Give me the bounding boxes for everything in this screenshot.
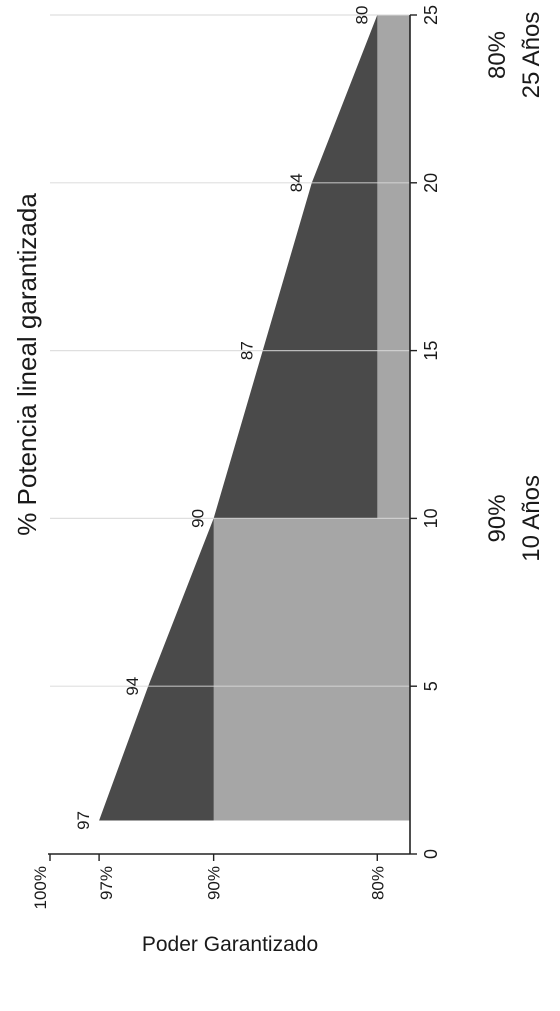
data-label: 80 — [352, 6, 371, 25]
milestone-annotation: 25 Años — [518, 12, 545, 99]
step-warranty-area — [213, 15, 410, 821]
chart-title: % Potencia lineal garantizada — [12, 193, 42, 536]
x-tick-label: 5 — [421, 681, 441, 691]
y-tick-label: 90% — [205, 866, 224, 900]
x-tick-label: 15 — [421, 341, 441, 361]
data-label: 94 — [123, 677, 142, 696]
data-label: 97 — [74, 811, 93, 830]
data-label: 84 — [287, 173, 306, 192]
milestone-annotation: 80% — [484, 31, 511, 79]
x-tick-label: 0 — [421, 849, 441, 859]
data-label: 90 — [189, 509, 208, 528]
y-tick-label: 80% — [368, 866, 387, 900]
y-axis-title: Poder Garantizado — [142, 933, 318, 956]
x-tick-label: 20 — [421, 173, 441, 193]
milestone-annotation: 90% — [484, 494, 511, 542]
x-tick-label: 25 — [421, 5, 441, 25]
milestone-annotation: 10 Años — [518, 475, 545, 562]
y-tick-label: 100% — [31, 866, 50, 909]
x-tick-label: 10 — [421, 508, 441, 528]
y-tick-label: 97% — [97, 866, 116, 900]
data-label: 87 — [238, 341, 257, 360]
